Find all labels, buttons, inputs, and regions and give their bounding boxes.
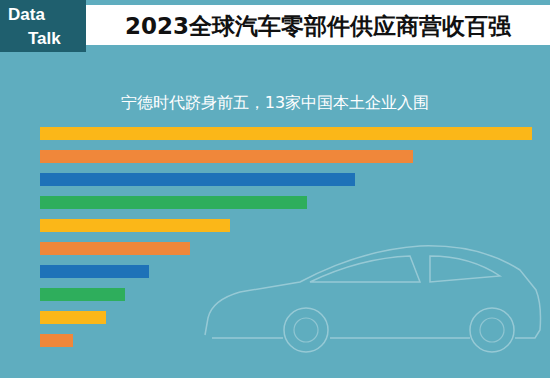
bar bbox=[40, 242, 190, 255]
bar bbox=[40, 265, 149, 278]
bar bbox=[40, 219, 230, 232]
chart-root: Data Talk 2023全球汽车零部件供应商营收百强宁德时代跻身前五，13家中国… bbox=[0, 0, 550, 378]
bars bbox=[40, 127, 532, 347]
bar bbox=[40, 334, 73, 347]
subtitle: 宁德时代跻身前五，13家中国本土企业入围 bbox=[121, 93, 429, 112]
badge-text: Data bbox=[8, 5, 45, 24]
badge-box bbox=[0, 0, 86, 52]
bar bbox=[40, 288, 125, 301]
car-hub bbox=[480, 318, 504, 342]
header-band bbox=[86, 5, 550, 45]
bar bbox=[40, 150, 413, 163]
bar bbox=[40, 196, 307, 209]
car-wheel bbox=[470, 308, 514, 352]
chart-svg: Data Talk 2023全球汽车零部件供应商营收百强宁德时代跻身前五，13家中国… bbox=[0, 0, 550, 378]
bar bbox=[40, 311, 106, 324]
car-outline bbox=[205, 246, 541, 338]
title: 2023全球汽车零部件供应商营收百强 bbox=[125, 13, 512, 39]
badge-text: Talk bbox=[28, 29, 61, 48]
car-hub bbox=[294, 318, 318, 342]
background bbox=[0, 0, 550, 378]
car-wheel bbox=[284, 308, 328, 352]
bar bbox=[40, 127, 532, 140]
bar bbox=[40, 173, 355, 186]
